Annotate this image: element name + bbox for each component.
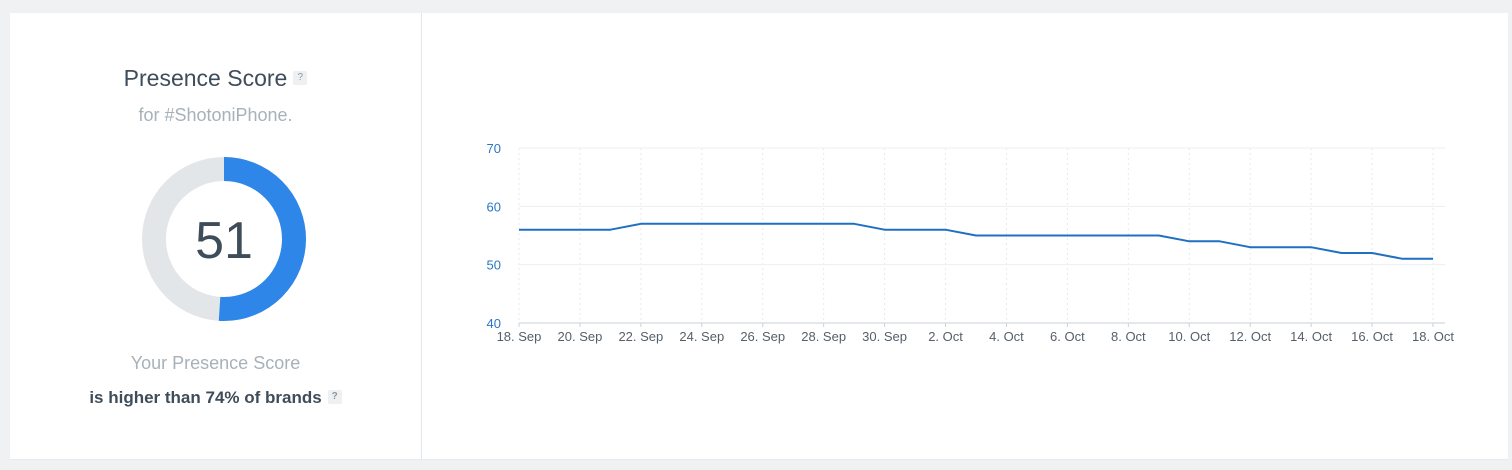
- x-tick-label: 10. Oct: [1168, 329, 1210, 344]
- x-tick-label: 6. Oct: [1050, 329, 1085, 344]
- presence-card: Presence Score? for #ShotoniPhone. 51 Yo…: [10, 13, 1508, 459]
- score-panel: Presence Score? for #ShotoniPhone. 51 Yo…: [10, 13, 422, 459]
- x-tick-label: 20. Sep: [558, 329, 603, 344]
- y-tick-label: 60: [487, 199, 501, 214]
- panel-subtitle: for #ShotoniPhone.: [138, 105, 293, 125]
- x-tick-label: 2. Oct: [928, 329, 963, 344]
- presence-trend-chart: 40 50 60 70 18. Sep 20. Sep 22. Sep 24. Sep 26. …: [487, 141, 1455, 344]
- y-tick-label: 40: [487, 316, 501, 331]
- score-donut: 51: [142, 157, 306, 321]
- x-tick-label: 14. Oct: [1290, 329, 1332, 344]
- x-tick-label: 24. Sep: [679, 329, 724, 344]
- donut-arc: [142, 157, 306, 321]
- x-tick-label: 4. Oct: [989, 329, 1024, 344]
- panel-title-row: Presence Score?: [10, 65, 421, 92]
- x-tick-label: 30. Sep: [862, 329, 907, 344]
- score-value: 51: [195, 212, 253, 270]
- score-caption: Your Presence Score: [130, 353, 301, 373]
- y-tick-label: 70: [487, 141, 501, 156]
- x-tick-label: 16. Oct: [1351, 329, 1393, 344]
- x-tick-label: 28. Sep: [801, 329, 846, 344]
- x-tick-label: 26. Sep: [740, 329, 785, 344]
- x-tick-label: 18. Sep: [497, 329, 542, 344]
- panel-title: Presence Score: [123, 65, 288, 91]
- x-tick-label: 8. Oct: [1111, 329, 1146, 344]
- comparison-help-icon[interactable]: ?: [327, 389, 342, 404]
- score-comparison-row: is higher than 74% of brands?: [10, 388, 421, 408]
- x-tick-label: 18. Oct: [1412, 329, 1454, 344]
- x-tick-label: 12. Oct: [1229, 329, 1271, 344]
- title-help-icon[interactable]: ?: [293, 70, 308, 85]
- x-tick-label: 22. Sep: [618, 329, 663, 344]
- score-comparison: is higher than 74% of brands: [89, 388, 322, 407]
- y-tick-label: 50: [487, 258, 501, 273]
- series-line-0: [519, 222, 1433, 260]
